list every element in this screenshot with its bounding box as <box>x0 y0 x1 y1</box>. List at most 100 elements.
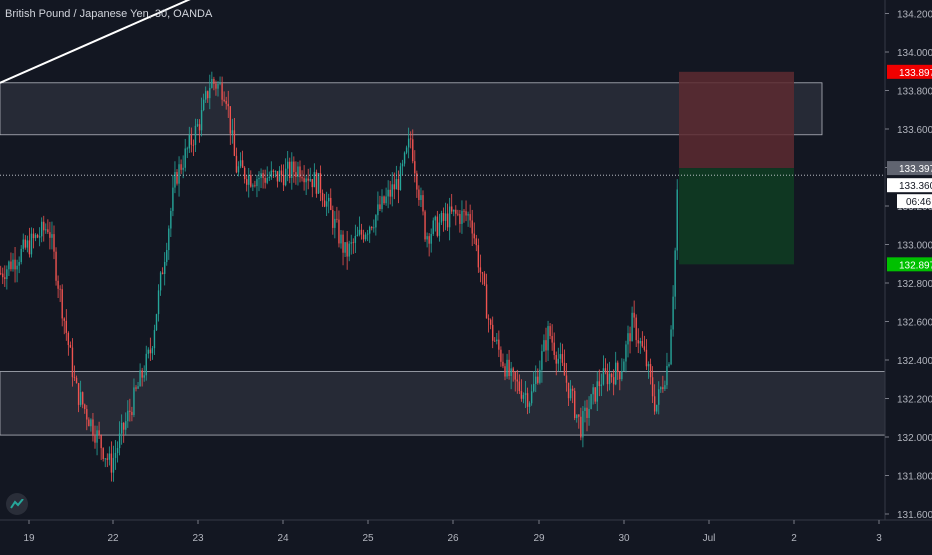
candle-body <box>303 178 305 183</box>
candle-body <box>77 383 80 405</box>
candle-body <box>518 381 521 392</box>
candle-body <box>520 391 523 399</box>
candle-body <box>118 433 121 449</box>
candle-body <box>514 372 516 380</box>
x-tick-label: 19 <box>23 533 35 544</box>
take-profit-zone[interactable] <box>679 168 794 265</box>
candle-body <box>625 344 627 362</box>
candle-body <box>670 329 672 365</box>
candle-body <box>596 381 598 402</box>
current-price-badge-text: 133.360 <box>899 181 932 192</box>
candle-body <box>43 221 45 231</box>
candle-body <box>604 368 607 372</box>
candle-body <box>356 234 359 236</box>
candle-body <box>584 407 586 412</box>
candle-body <box>549 326 551 337</box>
entry-price-badge <box>887 161 932 176</box>
countdown-text: 06:46 <box>906 197 931 208</box>
candle-body <box>563 362 566 376</box>
candle-body <box>186 148 188 150</box>
candle-body <box>106 458 108 460</box>
candle-body <box>668 364 670 366</box>
candle-body <box>69 345 72 348</box>
candle-body <box>496 339 498 342</box>
candle-body <box>432 220 434 234</box>
candle-body <box>508 359 510 376</box>
candle-body <box>53 234 55 252</box>
candle-body <box>73 377 76 378</box>
candle-body <box>608 373 611 385</box>
candle-body <box>391 184 393 197</box>
candle-body <box>539 369 541 383</box>
y-tick-label: 131.800 <box>897 472 932 483</box>
candle-body <box>280 170 283 175</box>
candle-body <box>299 166 301 178</box>
candle-body <box>418 189 420 201</box>
candle-body <box>213 78 215 84</box>
candle-body <box>407 138 410 148</box>
stop-loss-zone[interactable] <box>679 71 794 169</box>
candle-body <box>526 393 529 407</box>
candle-body <box>166 250 168 262</box>
candle-body <box>660 387 662 390</box>
tradingview-logo[interactable] <box>6 493 28 515</box>
candle-body <box>621 370 623 380</box>
candle-body <box>287 161 289 169</box>
candle-body <box>397 179 400 191</box>
candle-body <box>274 171 277 172</box>
candle-body <box>291 161 293 178</box>
candle-body <box>637 340 639 344</box>
candle-body <box>276 171 279 182</box>
candle-body <box>188 135 190 149</box>
candle-body <box>444 213 447 221</box>
candle-body <box>600 384 603 387</box>
support-zone[interactable] <box>0 371 886 436</box>
candle-body <box>633 312 635 318</box>
candle-body <box>112 457 115 473</box>
candle-body <box>129 410 131 412</box>
candle-body <box>643 346 646 350</box>
candle-body <box>590 394 592 409</box>
candle-body <box>184 148 186 168</box>
candle-body <box>264 177 266 183</box>
candle-body <box>574 390 576 419</box>
candle-body <box>629 333 631 342</box>
candle-body <box>61 289 63 319</box>
candle-body <box>315 172 318 194</box>
candle-body <box>231 130 234 134</box>
stop-price-badge <box>887 64 932 79</box>
candle-body <box>627 333 629 345</box>
candle-body <box>164 261 166 274</box>
candle-body <box>84 404 86 410</box>
candle-body <box>664 385 666 390</box>
candle-body <box>22 239 24 249</box>
candle-body <box>344 242 346 253</box>
candle-body <box>578 414 580 417</box>
candle-body <box>330 197 332 211</box>
candle-body <box>516 379 518 382</box>
candle-body <box>617 362 619 372</box>
candle-body <box>448 206 451 228</box>
candle-body <box>510 368 512 376</box>
candle-body <box>229 106 231 134</box>
candle-body <box>506 359 508 377</box>
trendline[interactable] <box>0 0 245 84</box>
candle-body <box>463 210 465 212</box>
candle-body <box>209 87 211 99</box>
y-tick-label: 131.600 <box>897 510 932 521</box>
candle-body <box>537 376 539 383</box>
candle-body <box>32 233 35 239</box>
candle-body <box>610 373 613 378</box>
candle-body <box>522 394 525 399</box>
candle-body <box>20 248 22 263</box>
candle-body <box>555 355 557 364</box>
candle-body <box>161 272 164 274</box>
candle-body <box>383 196 385 204</box>
candle-body <box>215 83 217 89</box>
candle-body <box>207 91 209 99</box>
candle-body <box>440 213 443 223</box>
candle-body <box>8 261 10 270</box>
candle-body <box>393 184 395 190</box>
